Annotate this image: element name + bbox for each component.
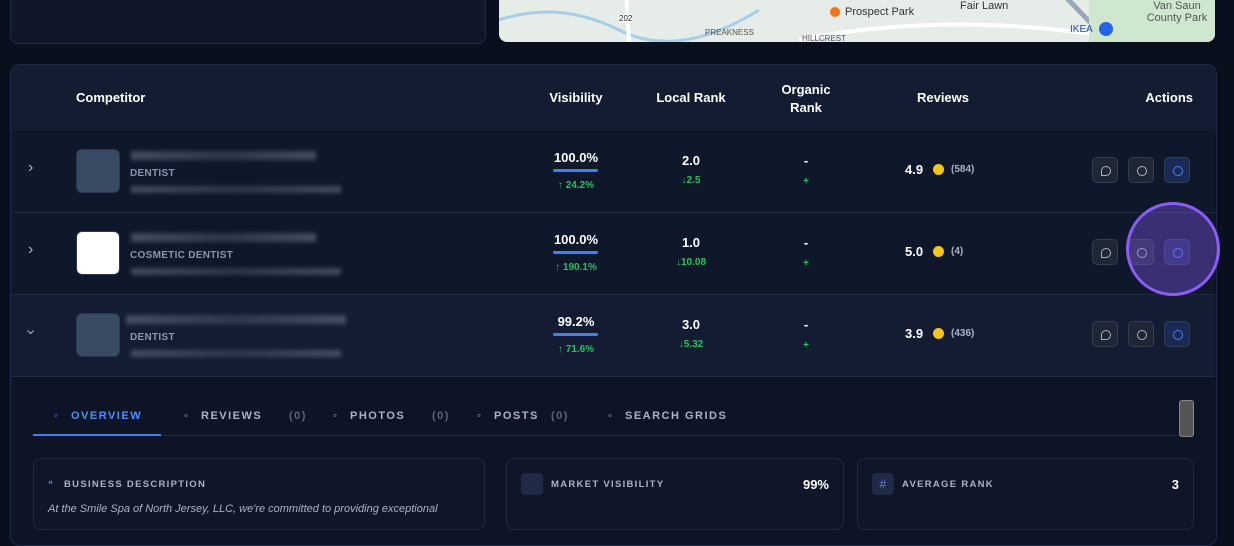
highlight-circle [1126, 202, 1220, 296]
visibility-bar [553, 169, 598, 172]
map-label: Van Saun County Park [1146, 0, 1208, 24]
page: Prospect Park Fair Lawn Van Saun County … [10, 0, 1220, 546]
organic-rank: - [803, 317, 809, 332]
organic-change: + [803, 258, 809, 269]
visibility-card: MARKET VISIBILITY 99% [506, 458, 844, 530]
table-row[interactable] [11, 295, 1215, 377]
rating: 5.0 [905, 244, 924, 259]
map-label: PREAKNESS [705, 28, 754, 37]
blurred-name [131, 233, 316, 242]
table-row[interactable] [11, 213, 1215, 295]
header: Organic Rank [781, 82, 831, 115]
map-drawing [499, 0, 1215, 42]
top-card [10, 0, 486, 44]
header: Competitor [76, 90, 146, 105]
category: DENTIST [130, 332, 175, 343]
blurred-name [126, 315, 346, 324]
rating: 4.9 [905, 162, 924, 177]
map-label: Prospect Park [845, 6, 915, 18]
rating-emoji [933, 328, 944, 339]
map-label: Fair Lawn [960, 0, 1009, 12]
tab-label[interactable]: REVIEWS [201, 410, 263, 422]
blurred-address [131, 350, 341, 357]
expand-chevron[interactable]: › [28, 159, 34, 176]
card-title: AVERAGE RANK [902, 479, 994, 490]
blurred-name [131, 151, 316, 160]
review-count: (436) [951, 328, 975, 339]
visibility: 100.0% [553, 150, 599, 165]
category: DENTIST [130, 168, 175, 179]
tab-label[interactable]: POSTS [494, 410, 539, 422]
tab-icon: ◦ [608, 410, 614, 422]
website-button[interactable] [1128, 157, 1154, 183]
expand-chevron[interactable]: › [22, 329, 40, 335]
avatar [76, 149, 120, 193]
review-count: (4) [951, 246, 964, 257]
local-rank-change: ↓5.32 [678, 339, 704, 350]
tab-label[interactable]: PHOTOS [350, 410, 406, 422]
header: Actions [1145, 90, 1193, 105]
rating: 3.9 [905, 326, 924, 341]
table-row[interactable] [11, 131, 1215, 213]
rating-emoji [933, 246, 944, 257]
map-label: 202 [619, 14, 633, 23]
map-button[interactable] [1092, 157, 1118, 183]
scrollbar[interactable] [1179, 400, 1194, 437]
rank-card: # AVERAGE RANK 3 [857, 458, 1194, 530]
local-rank: 1.0 [681, 235, 701, 250]
tab-icon: ◦ [54, 410, 60, 422]
card-title: BUSINESS DESCRIPTION [64, 479, 207, 490]
organic-change: + [803, 176, 809, 187]
visibility-change: ↑ 190.1% [555, 262, 597, 273]
tab-count: (0) [432, 410, 450, 422]
card-value: 3 [1171, 477, 1179, 492]
tab-count: (0) [289, 410, 307, 422]
avatar [76, 313, 120, 357]
visibility-change: ↑ 24.2% [557, 180, 595, 191]
visibility-change: ↑ 71.6% [557, 344, 595, 355]
blurred-address [131, 186, 341, 193]
header: Reviews [916, 90, 970, 105]
rating-emoji [933, 164, 944, 175]
description-card: BUSINESS DESCRIPTION ❝ At the Smile Spa … [33, 458, 485, 530]
local-rank: 3.0 [681, 317, 701, 332]
map-label: IKEA [1070, 24, 1093, 35]
card-text: At the Smile Spa of North Jersey, LLC, w… [48, 503, 438, 515]
tab-divider [33, 435, 1192, 436]
card-value: 99% [802, 477, 829, 492]
expand-chevron[interactable]: › [28, 241, 34, 258]
organic-change: + [803, 340, 809, 351]
view-button[interactable] [1164, 157, 1190, 183]
tab-label[interactable]: SEARCH GRIDS [625, 410, 728, 422]
card-title: MARKET VISIBILITY [551, 479, 665, 490]
visibility-bar [553, 251, 598, 254]
header: Local Rank [656, 90, 726, 105]
tab-icon: ◦ [333, 410, 339, 422]
tab-icon: ◦ [184, 410, 190, 422]
category: COSMETIC DENTIST [130, 250, 234, 261]
local-rank-change: ↓2.5 [681, 175, 701, 186]
local-rank: 2.0 [681, 153, 701, 168]
header: Visibility [549, 90, 603, 105]
visibility: 100.0% [553, 232, 599, 247]
visibility-bar [553, 333, 598, 336]
visibility: 99.2% [557, 314, 595, 329]
tab-label[interactable]: OVERVIEW [71, 410, 143, 422]
map-button[interactable] [1092, 239, 1118, 265]
review-count: (584) [951, 164, 975, 175]
view-button[interactable] [1164, 321, 1190, 347]
local-rank-change: ↓10.08 [675, 257, 707, 268]
map[interactable]: Prospect Park Fair Lawn Van Saun County … [499, 0, 1215, 42]
organic-rank: - [803, 153, 809, 168]
tab-count: (0) [551, 410, 569, 422]
tab-underline [33, 434, 161, 436]
map-button[interactable] [1092, 321, 1118, 347]
tab-icon: ◦ [477, 410, 483, 422]
avatar [76, 231, 120, 275]
map-label: HILLCREST [802, 34, 847, 42]
website-button[interactable] [1128, 321, 1154, 347]
blurred-address [131, 268, 341, 275]
organic-rank: - [803, 235, 809, 250]
